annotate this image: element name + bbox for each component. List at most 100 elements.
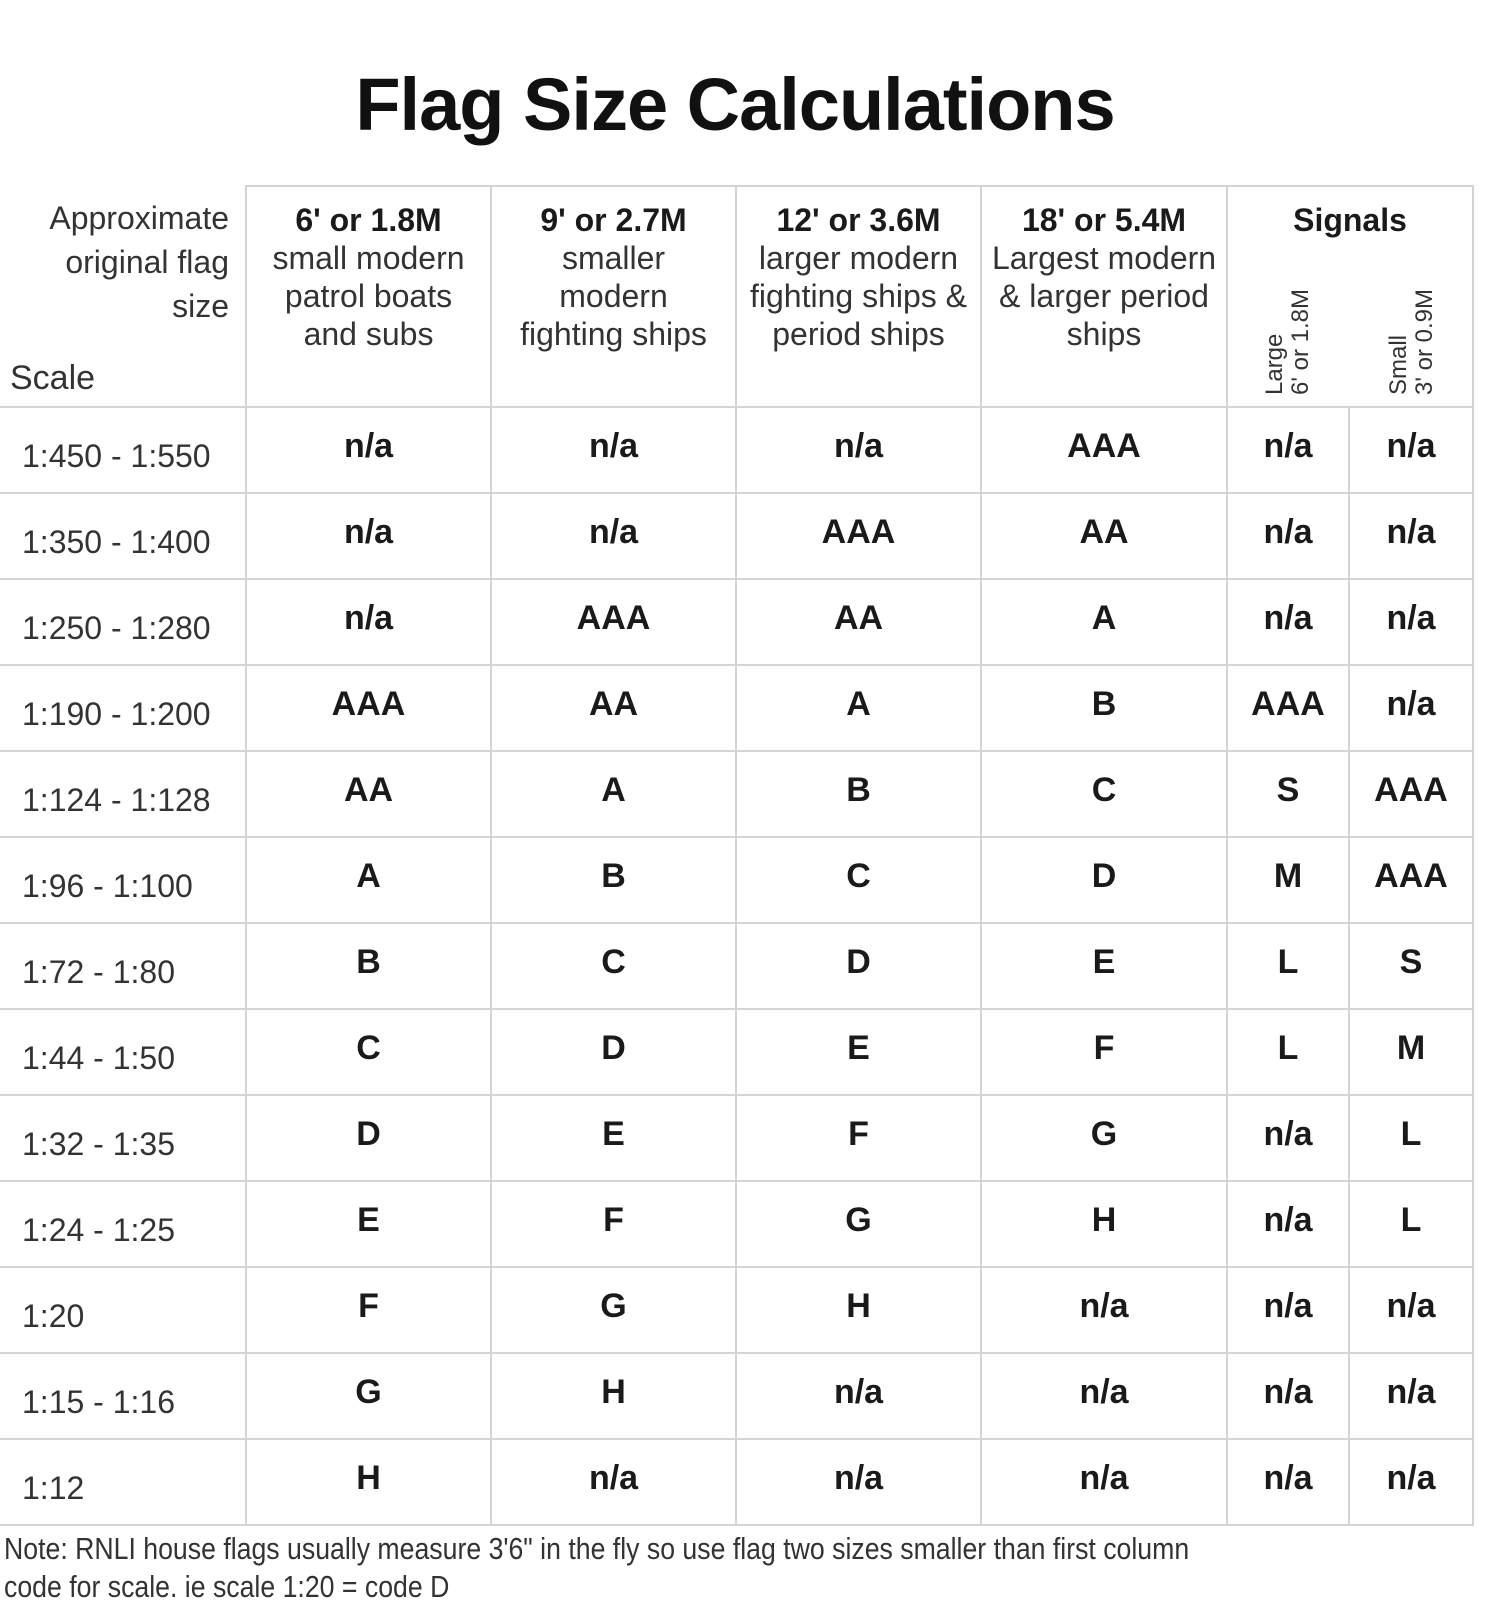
table-and-note: Approximate original flag size Scale 6' …	[0, 185, 1500, 1606]
flag-size-table: Approximate original flag size Scale 6' …	[0, 185, 1474, 1526]
code-cell: n/a	[490, 492, 737, 580]
signals-header: Signals Large 6' or 1.8M Small 3' or 0.9…	[1226, 185, 1474, 408]
flag-size-label: Approximate original flag size	[49, 200, 229, 324]
column-size: 6' or 1.8M	[295, 202, 442, 238]
code-cell: n/a	[735, 1438, 982, 1526]
code-cell: n/a	[1226, 1266, 1350, 1354]
code-cell: n/a	[980, 1352, 1228, 1440]
code-cell: AAA	[980, 406, 1228, 494]
signals-small-label: Small 3' or 0.9M	[1385, 255, 1438, 395]
code-cell: n/a	[1226, 578, 1350, 666]
code-cell: G	[245, 1352, 492, 1440]
code-cell: F	[245, 1266, 492, 1354]
scale-cell: 1:190 - 1:200	[0, 664, 247, 752]
column-header: 6' or 1.8M small modern patrol boats and …	[245, 185, 492, 408]
table-row: 1:190 - 1:200 AAA AA A B AAA n/a	[0, 664, 1474, 752]
code-cell: n/a	[980, 1266, 1228, 1354]
code-cell: E	[245, 1180, 492, 1268]
code-cell: E	[980, 922, 1228, 1010]
code-cell: D	[735, 922, 982, 1010]
scale-cell: 1:32 - 1:35	[0, 1094, 247, 1182]
small-size: 3' or 0.9M	[1411, 289, 1438, 395]
code-cell: L	[1348, 1094, 1474, 1182]
code-cell: L	[1226, 1008, 1350, 1096]
column-header: 18' or 5.4M Largest modern & larger perio…	[980, 185, 1228, 408]
code-cell: G	[735, 1180, 982, 1268]
code-cell: AA	[245, 750, 492, 838]
column-size: 12' or 3.6M	[776, 202, 941, 238]
scale-cell: 1:20	[0, 1266, 247, 1354]
code-cell: E	[490, 1094, 737, 1182]
code-cell: n/a	[735, 1352, 982, 1440]
column-size: 18' or 5.4M	[1021, 202, 1187, 238]
scale-cell: 1:12	[0, 1438, 247, 1526]
code-cell: n/a	[245, 406, 492, 494]
scale-cell: 1:24 - 1:25	[0, 1180, 247, 1268]
signals-label: Signals	[1293, 202, 1407, 238]
scale-cell: 1:124 - 1:128	[0, 750, 247, 838]
code-cell: n/a	[1226, 1438, 1350, 1526]
code-cell: n/a	[735, 406, 982, 494]
code-cell: H	[980, 1180, 1228, 1268]
code-cell: AAA	[735, 492, 982, 580]
code-cell: n/a	[1226, 406, 1350, 494]
code-cell: M	[1348, 1008, 1474, 1096]
code-cell: A	[980, 578, 1228, 666]
code-cell: n/a	[1226, 1352, 1350, 1440]
code-cell: H	[490, 1352, 737, 1440]
code-cell: A	[735, 664, 982, 752]
code-cell: C	[735, 836, 982, 924]
code-cell: C	[980, 750, 1228, 838]
table-row: 1:96 - 1:100 A B C D M AAA	[0, 836, 1474, 924]
code-cell: D	[490, 1008, 737, 1096]
code-cell: B	[490, 836, 737, 924]
small-name: Small	[1385, 334, 1412, 395]
column-desc: Largest modern & larger period ships	[991, 240, 1217, 352]
code-cell: D	[245, 1094, 492, 1182]
table-row: 1:350 - 1:400 n/a n/a AAA AA n/a n/a	[0, 492, 1474, 580]
code-cell: A	[245, 836, 492, 924]
code-cell: B	[245, 922, 492, 1010]
code-cell: F	[735, 1094, 982, 1182]
scale-cell: 1:72 - 1:80	[0, 922, 247, 1010]
code-cell: n/a	[490, 406, 737, 494]
code-cell: AAA	[245, 664, 492, 752]
large-size: 6' or 1.8M	[1287, 289, 1314, 395]
column-header: 12' or 3.6M larger modern fighting ships …	[735, 185, 982, 408]
code-cell: n/a	[245, 578, 492, 666]
code-cell: AA	[490, 664, 737, 752]
code-cell: H	[245, 1438, 492, 1526]
large-name: Large	[1261, 333, 1288, 395]
code-cell: n/a	[1348, 664, 1474, 752]
code-cell: n/a	[1348, 406, 1474, 494]
code-cell: n/a	[1226, 492, 1350, 580]
code-cell: B	[735, 750, 982, 838]
code-cell: G	[980, 1094, 1228, 1182]
code-cell: AA	[735, 578, 982, 666]
code-cell: S	[1226, 750, 1350, 838]
table-row: 1:124 - 1:128 AA A B C S AAA	[0, 750, 1474, 838]
code-cell: F	[490, 1180, 737, 1268]
code-cell: B	[980, 664, 1228, 752]
code-cell: n/a	[1348, 492, 1474, 580]
code-cell: L	[1226, 922, 1350, 1010]
code-cell: AA	[980, 492, 1228, 580]
code-cell: S	[1348, 922, 1474, 1010]
code-cell: C	[490, 922, 737, 1010]
table-row: 1:72 - 1:80 B C D E L S	[0, 922, 1474, 1010]
column-size: 9' or 2.7M	[540, 202, 687, 238]
code-cell: n/a	[1226, 1180, 1350, 1268]
scale-cell: 1:15 - 1:16	[0, 1352, 247, 1440]
table-row: 1:44 - 1:50 C D E F L M	[0, 1008, 1474, 1096]
corner-header: Approximate original flag size Scale	[0, 186, 247, 407]
code-cell: H	[735, 1266, 982, 1354]
column-desc: smaller modern fighting ships	[520, 240, 707, 352]
code-cell: F	[980, 1008, 1228, 1096]
code-cell: AAA	[1226, 664, 1350, 752]
scale-cell: 1:350 - 1:400	[0, 492, 247, 580]
scale-label: Scale	[10, 359, 96, 397]
